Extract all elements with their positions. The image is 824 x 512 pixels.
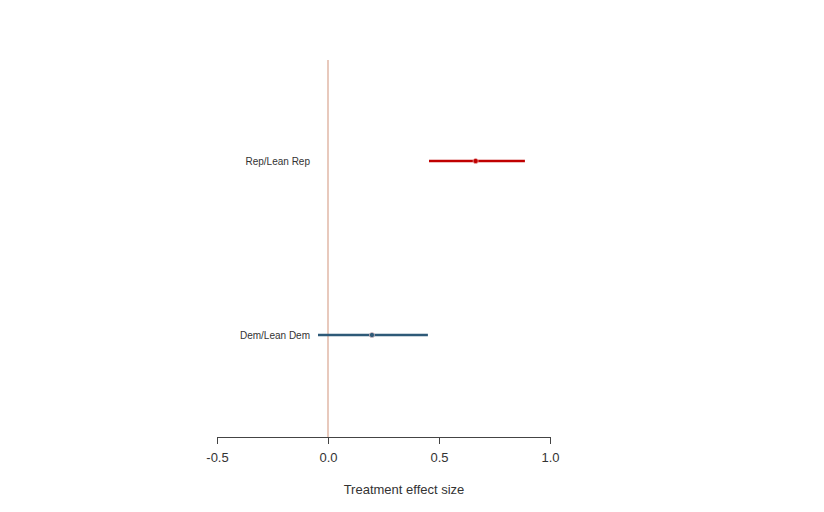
x-tick-label: 0.0	[319, 450, 337, 465]
plot-area	[318, 60, 525, 437]
x-tick-label: 0.5	[430, 450, 448, 465]
y-axis: Rep/Lean Rep Dem/Lean Dem	[240, 156, 310, 341]
y-tick-label: Rep/Lean Rep	[246, 156, 311, 167]
x-tick: 0.5	[430, 437, 448, 465]
x-tick-mark	[550, 437, 551, 444]
x-tick: 1.0	[541, 437, 559, 465]
x-tick: 0.0	[319, 437, 337, 465]
y-tick-label: Dem/Lean Dem	[240, 330, 310, 341]
y-tick: Dem/Lean Dem	[240, 330, 310, 341]
x-tick-mark	[439, 437, 440, 444]
x-tick-mark	[328, 437, 329, 444]
x-tick: -0.5	[206, 437, 228, 465]
y-tick: Rep/Lean Rep	[246, 156, 311, 167]
reference-line	[327, 60, 328, 437]
x-tick-label: 1.0	[541, 450, 559, 465]
point-estimate	[473, 158, 478, 163]
x-axis-title: Treatment effect size	[344, 482, 465, 497]
chart: -0.5 0.0 0.5 1.0 Rep/Lean Rep Dem/Lean Dem Tre…	[0, 0, 824, 512]
x-tick-label: -0.5	[206, 450, 228, 465]
point-estimate	[369, 332, 374, 337]
x-axis: -0.5 0.0 0.5 1.0	[206, 437, 559, 465]
x-tick-mark	[217, 437, 218, 444]
x-axis-line	[218, 437, 551, 438]
